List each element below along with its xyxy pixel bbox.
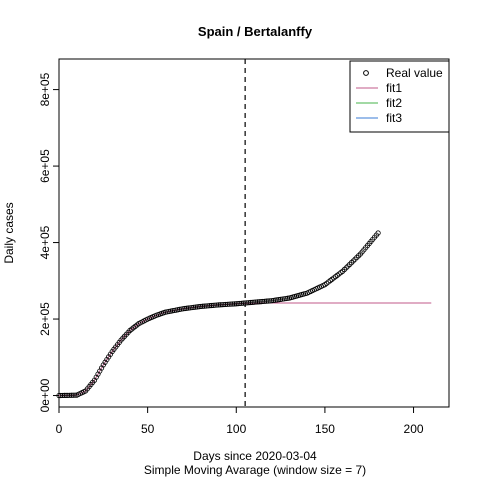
chart-title: Spain / Bertalanffy	[198, 24, 313, 39]
y-axis: 0e+00 2e+05 4e+05 6e+05 8e+05	[38, 72, 60, 412]
real-value-point	[214, 302, 220, 308]
real-value-point	[247, 299, 254, 306]
y-tick-label: 8e+05	[38, 72, 52, 106]
y-tick-label: 0e+00	[38, 378, 52, 412]
real-value-point	[249, 299, 255, 305]
real-value-point	[205, 303, 211, 309]
plot-area	[56, 59, 432, 407]
real-value-point	[184, 305, 190, 311]
legend-box	[349, 60, 450, 133]
real-value-point	[199, 303, 206, 309]
real-value-point	[56, 392, 62, 399]
real-value-point	[238, 300, 245, 306]
y-axis-label: Daily cases	[2, 202, 16, 263]
real-value-point	[212, 302, 218, 308]
real-value-point	[67, 392, 73, 398]
real-value-point	[201, 303, 207, 309]
real-value-point	[182, 305, 188, 312]
real-value-point	[194, 304, 200, 310]
real-value-point	[203, 303, 209, 309]
real-value-point	[270, 297, 277, 304]
real-value-point	[281, 296, 287, 302]
real-value-point	[272, 297, 278, 303]
real-value-point	[263, 298, 270, 304]
real-value-point	[244, 300, 250, 306]
real-value-point	[285, 295, 291, 301]
real-value-point	[223, 301, 229, 308]
real-value-point	[237, 300, 243, 307]
real-value-point	[233, 301, 239, 307]
real-value-point	[269, 298, 275, 304]
real-value-point	[58, 392, 64, 399]
real-value-point	[251, 299, 257, 305]
chart-subtitle: Simple Moving Avarage (window size = 7)	[144, 463, 366, 477]
real-value-point	[65, 392, 71, 398]
real-value-point	[254, 299, 261, 305]
real-value-point	[265, 298, 271, 304]
real-value-point	[276, 297, 282, 303]
legend-label: Real value	[386, 66, 443, 80]
real-value-point	[191, 304, 197, 310]
y-tick-label: 4e+05	[38, 225, 52, 259]
real-value-point	[283, 295, 289, 302]
real-value-point	[217, 302, 223, 308]
real-value-point	[262, 298, 268, 304]
x-tick-label: 100	[226, 422, 246, 436]
real-value-point	[228, 301, 234, 307]
real-value-point	[231, 301, 238, 307]
real-value-point	[240, 300, 246, 306]
real-value-point	[375, 230, 381, 236]
real-value-point	[180, 306, 186, 312]
y-tick-label: 6e+05	[38, 149, 52, 183]
real-value-point	[59, 392, 66, 399]
real-value-point	[61, 392, 67, 399]
real-value-point	[198, 303, 204, 310]
real-value-point	[274, 297, 280, 303]
real-value-point	[192, 304, 199, 310]
real-value-point	[63, 392, 69, 398]
x-axis-label: Days since 2020-03-04	[193, 449, 317, 463]
real-value-point	[219, 302, 225, 308]
real-value-point	[226, 301, 232, 307]
real-value-point	[256, 299, 262, 305]
x-axis: 0 50 100 150 200	[56, 406, 424, 436]
real-value-point	[208, 302, 215, 309]
real-value-point	[246, 300, 252, 306]
x-tick-label: 150	[315, 422, 335, 436]
real-value-point	[189, 304, 195, 311]
real-value-point	[221, 301, 227, 308]
legend-label: fit1	[386, 81, 402, 95]
real-value-point	[68, 392, 75, 398]
real-value-point	[230, 301, 236, 307]
x-tick-label: 0	[56, 422, 63, 436]
legend-label: fit2	[386, 96, 402, 110]
real-value-point	[253, 299, 259, 305]
real-value-point	[277, 296, 284, 302]
x-tick-label: 50	[141, 422, 155, 436]
real-value-point	[210, 302, 216, 308]
y-tick-label: 2e+05	[38, 302, 52, 336]
legend-label: fit3	[386, 111, 402, 125]
real-value-point	[207, 303, 213, 309]
legend-marker	[363, 70, 369, 76]
real-value-point	[260, 298, 266, 305]
real-value-point	[235, 300, 241, 307]
real-value-point	[215, 302, 222, 308]
real-value-point	[72, 392, 78, 398]
real-value-point	[242, 300, 248, 306]
real-value-point	[267, 298, 273, 304]
real-value-point	[258, 299, 264, 305]
real-value-point	[196, 304, 202, 310]
x-tick-label: 200	[404, 422, 424, 436]
real-value-point	[187, 305, 193, 311]
real-value-point	[70, 392, 76, 398]
real-value-point	[224, 301, 231, 307]
real-value-point	[279, 296, 285, 302]
real-value-point	[185, 305, 192, 311]
